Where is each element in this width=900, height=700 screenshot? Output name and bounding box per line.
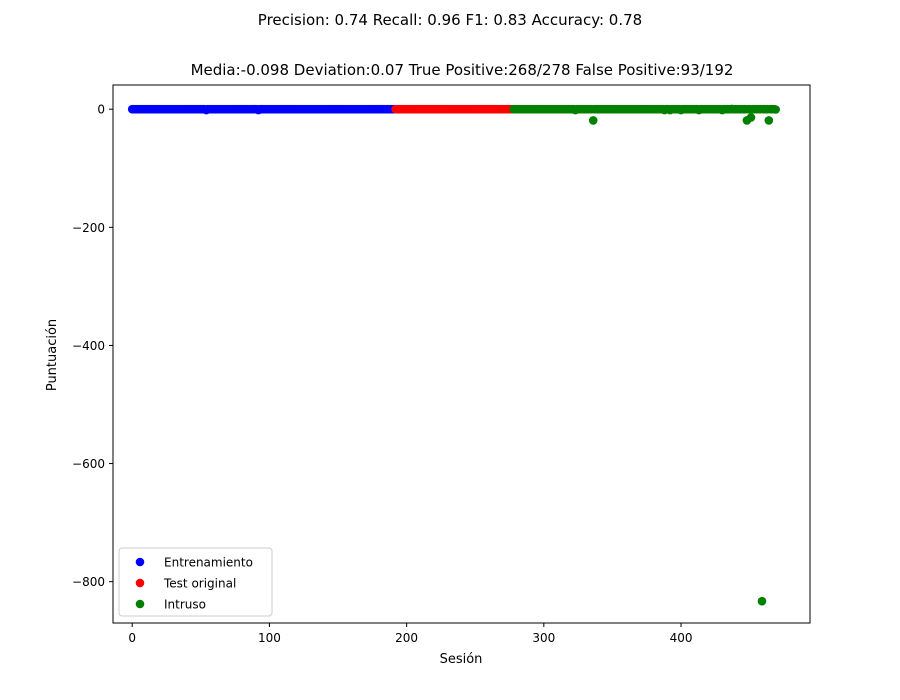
data-point: [746, 113, 756, 122]
legend-label: Test original: [163, 577, 236, 591]
x-axis-label: Sesión: [440, 652, 483, 667]
legend-label: Intruso: [164, 598, 206, 612]
x-tick-label: 400: [670, 631, 693, 645]
data-point: [588, 116, 598, 125]
legend-box: [118, 547, 273, 617]
y-tick-label: 0: [97, 103, 105, 117]
figure-suptitle: Precision: 0.74 Recall: 0.96 F1: 0.83 Ac…: [257, 11, 643, 29]
series-0: [127, 104, 399, 115]
chart-title: Media:-0.098 Deviation:0.07 True Positiv…: [190, 61, 734, 79]
y-tick-label: −200: [72, 221, 105, 235]
legend-marker: [135, 557, 145, 567]
plot-frame: [112, 84, 811, 624]
legend-marker: [135, 599, 145, 609]
data-point: [757, 596, 767, 606]
y-tick-label: −800: [72, 575, 105, 589]
series-1: [391, 104, 517, 114]
x-tick-label: 200: [395, 631, 418, 645]
data-points: [127, 104, 780, 606]
series-2: [509, 104, 780, 606]
data-point: [771, 105, 780, 114]
x-axis-ticks: 0 100 200 300 400: [128, 623, 692, 645]
legend-marker: [135, 578, 145, 588]
legend-label: Entrenamiento: [164, 556, 253, 570]
x-tick-label: 300: [532, 631, 555, 645]
legend: Entrenamiento Test original Intruso: [118, 547, 273, 617]
y-axis-label: Puntuación: [45, 319, 60, 391]
y-tick-label: −400: [72, 339, 105, 353]
y-axis-ticks: 0 −200 −400 −600 −800: [72, 103, 113, 589]
data-point: [764, 116, 774, 125]
y-tick-label: −600: [72, 457, 105, 471]
x-tick-label: 100: [258, 631, 281, 645]
x-tick-label: 0: [128, 631, 136, 645]
